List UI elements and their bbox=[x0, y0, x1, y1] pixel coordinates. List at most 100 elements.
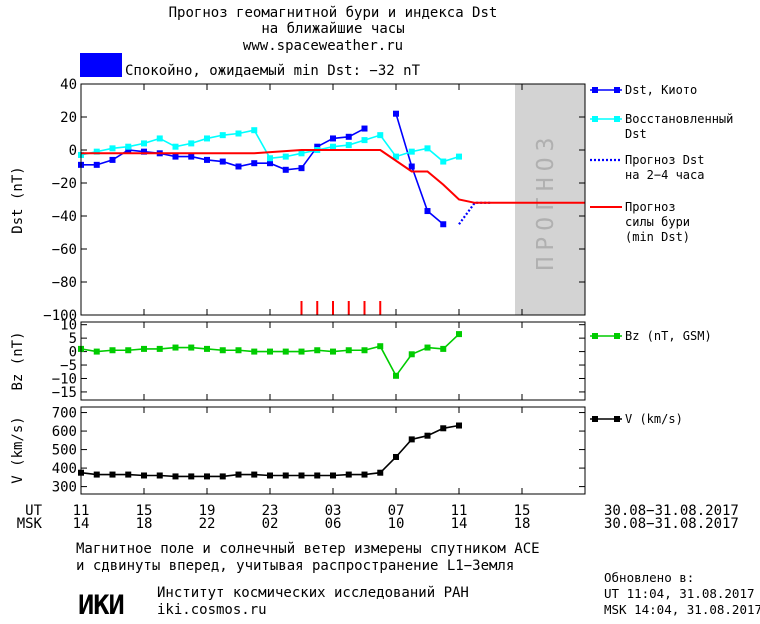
bz-ytick-label: 0 bbox=[69, 345, 77, 361]
dst-point bbox=[314, 143, 321, 150]
msk-label: MSK bbox=[17, 516, 43, 532]
legend-entry-dst-restored: Восстановленный Dst bbox=[590, 112, 733, 141]
dst-axis-label: Dst (nT) bbox=[10, 166, 26, 233]
dst-point bbox=[251, 160, 258, 167]
dst-point bbox=[204, 135, 210, 142]
bz-point bbox=[235, 347, 242, 354]
legend-entry-dst-forecast: Прогноз Dst на 2−4 часа bbox=[590, 153, 704, 182]
site-url[interactable]: www.spaceweather.ru bbox=[243, 38, 403, 54]
updated-label: Обновлено в: bbox=[604, 570, 694, 585]
legend-marker-dst-kyoto bbox=[614, 87, 620, 93]
dst-point bbox=[424, 208, 431, 215]
status-text: Спокойно, ожидаемый min Dst: −32 nT bbox=[125, 63, 421, 79]
dst-point bbox=[172, 143, 179, 150]
v-point bbox=[330, 472, 336, 479]
msk-tick-label: 10 bbox=[388, 516, 405, 532]
dst-point bbox=[345, 133, 352, 140]
v-point bbox=[267, 472, 273, 479]
legend-marker-bz bbox=[592, 333, 598, 339]
ut-tick-label: 07 bbox=[388, 503, 405, 519]
msk-tick-label: 18 bbox=[514, 516, 531, 532]
legend-entry-bz: Bz (nT, GSM) bbox=[590, 329, 712, 343]
v-series-line-0 bbox=[80, 424, 460, 478]
bz-point bbox=[361, 347, 368, 354]
dst-point bbox=[219, 132, 226, 139]
dst-ytick-label: −100 bbox=[43, 308, 77, 324]
date-range-ut: 30.08−31.08.2017 bbox=[604, 503, 739, 519]
dst-series-line-3 bbox=[81, 149, 585, 204]
dst-plot-frame bbox=[80, 83, 586, 316]
bz-ytick-label: −10 bbox=[52, 371, 77, 387]
bz-point bbox=[345, 347, 352, 354]
date-range-msk: 30.08−31.08.2017 bbox=[604, 516, 739, 532]
institute-url[interactable]: iki.cosmos.ru bbox=[157, 602, 267, 618]
v-point bbox=[125, 471, 132, 478]
dst-series-line-2 bbox=[458, 201, 491, 225]
dst-ytick-label: 40 bbox=[60, 77, 77, 93]
dst-point bbox=[408, 163, 415, 170]
dst-point bbox=[298, 150, 305, 157]
status-color-swatch bbox=[80, 53, 122, 77]
iki-logo: ИКИ bbox=[78, 590, 124, 620]
v-ytick-label: 500 bbox=[52, 443, 77, 459]
bz-point bbox=[93, 348, 100, 355]
dst-ytick-label: 20 bbox=[60, 110, 77, 126]
ut-tick-label: 03 bbox=[325, 503, 342, 519]
dst-point bbox=[361, 137, 368, 144]
bz-ytick-label: 10 bbox=[60, 318, 77, 334]
ut-tick-label: 23 bbox=[262, 503, 279, 519]
bz-ytick-label: 5 bbox=[69, 331, 77, 347]
dst-point bbox=[219, 158, 226, 165]
v-point bbox=[314, 472, 321, 479]
v-ytick-label: 400 bbox=[52, 461, 77, 477]
dst-point bbox=[204, 156, 210, 163]
legend-entry-speed: V (km/s) bbox=[590, 412, 683, 426]
dst-point bbox=[188, 140, 195, 147]
dst-ytick-label: −20 bbox=[52, 176, 77, 192]
msk-tick-label: 22 bbox=[199, 516, 216, 532]
bz-point bbox=[204, 345, 210, 352]
dst-point bbox=[267, 160, 273, 167]
dst-point bbox=[188, 153, 195, 160]
v-point bbox=[393, 453, 399, 460]
v-point bbox=[424, 432, 431, 439]
bz-point bbox=[314, 347, 321, 354]
v-ytick-label: 300 bbox=[52, 480, 77, 496]
dst-point bbox=[172, 153, 179, 160]
forecast-region bbox=[515, 84, 585, 315]
bz-ytick-label: −15 bbox=[52, 385, 77, 401]
v-point bbox=[456, 422, 462, 429]
dst-point bbox=[251, 127, 258, 134]
bz-point bbox=[267, 348, 273, 355]
ut-tick-label: 11 bbox=[451, 503, 468, 519]
legend-label-storm-forecast: Прогноз силы бури (min Dst) bbox=[625, 200, 690, 244]
dst-ytick-label: 0 bbox=[69, 143, 77, 159]
dst-point bbox=[125, 147, 132, 153]
legend-label-dst-kyoto: Dst, Киото bbox=[625, 83, 697, 97]
dst-point bbox=[330, 143, 336, 150]
dst-ytick-label: −40 bbox=[52, 209, 77, 225]
ut-tick-label: 19 bbox=[199, 503, 216, 519]
v-point bbox=[345, 471, 352, 478]
bz-point bbox=[393, 372, 399, 379]
dst-point bbox=[330, 135, 336, 142]
legend-marker-dst-restored bbox=[614, 116, 620, 122]
dst-ytick-label: −80 bbox=[52, 275, 77, 291]
legend-label-bz: Bz (nT, GSM) bbox=[625, 329, 712, 343]
dst-panel: ПРОГНОЗ 40 20 0 −20 −40 −60 −80 −100 Dst (nT) bbox=[10, 77, 586, 324]
dst-point bbox=[141, 148, 147, 155]
bz-point bbox=[251, 348, 258, 355]
updated-msk: MSK 14:04, 31.08.2017 bbox=[604, 602, 760, 617]
v-point bbox=[361, 471, 368, 478]
dst-point bbox=[235, 163, 242, 170]
legend-label-dst-restored: Восстановленный Dst bbox=[625, 112, 733, 141]
dst-point bbox=[235, 130, 242, 137]
note-line2: и сдвинуты вперед, учитывая распростране… bbox=[76, 558, 514, 574]
legend-marker-bz bbox=[614, 333, 620, 339]
institute-name: Институт космических исследований РАН bbox=[157, 585, 469, 601]
updated-ut: UT 11:04, 31.08.2017 bbox=[604, 586, 755, 601]
v-point bbox=[377, 469, 384, 476]
legend-marker-speed bbox=[614, 416, 620, 422]
v-plot-frame bbox=[80, 406, 586, 495]
